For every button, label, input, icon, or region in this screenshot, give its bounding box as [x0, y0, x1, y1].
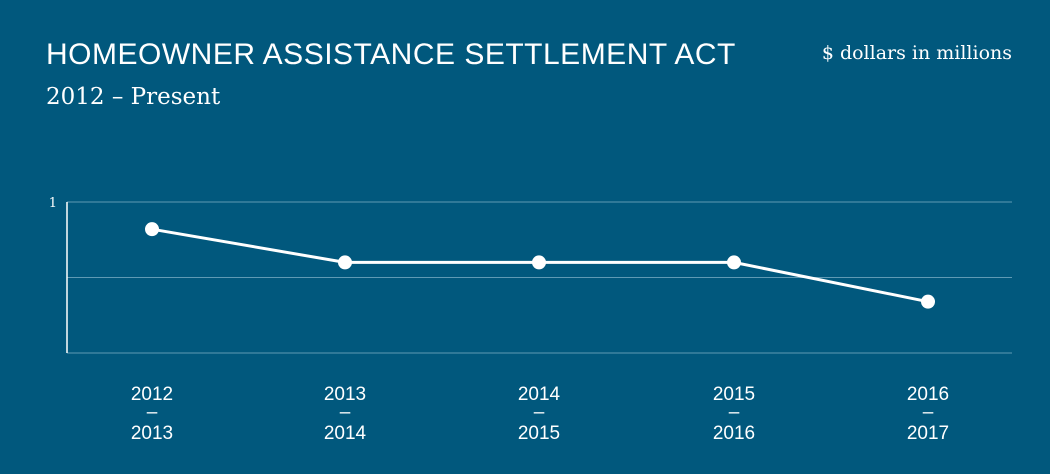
chart-subtitle: 2012 – Present	[46, 84, 221, 110]
x-tick-label: 2013	[324, 384, 366, 405]
data-point	[532, 255, 546, 270]
data-point	[338, 255, 352, 270]
x-tick-label: 2012	[131, 384, 173, 405]
x-tick-label: –	[147, 402, 158, 423]
x-tick-label: 2014	[324, 423, 367, 444]
x-tick-label: 2013	[131, 423, 173, 444]
x-tick-label: –	[534, 402, 545, 423]
x-tick-label: 2015	[518, 423, 560, 444]
data-point	[727, 255, 741, 270]
x-tick-label: –	[340, 402, 351, 423]
x-tick-label: –	[923, 402, 934, 423]
x-tick-label: 2015	[713, 384, 755, 405]
x-tick-label: 2016	[713, 423, 755, 444]
x-tick-label: 2014	[518, 384, 561, 405]
unit-note: $ dollars in millions	[821, 42, 1012, 64]
data-point	[921, 294, 935, 309]
x-tick-label: –	[729, 402, 740, 423]
x-tick-label: 2017	[907, 423, 949, 444]
y-tick-label: 1	[49, 196, 57, 211]
data-point	[145, 222, 159, 237]
chart-title: HOMEOWNER ASSISTANCE SETTLEMENT ACT	[46, 38, 736, 71]
x-tick-label: 2016	[907, 384, 949, 405]
